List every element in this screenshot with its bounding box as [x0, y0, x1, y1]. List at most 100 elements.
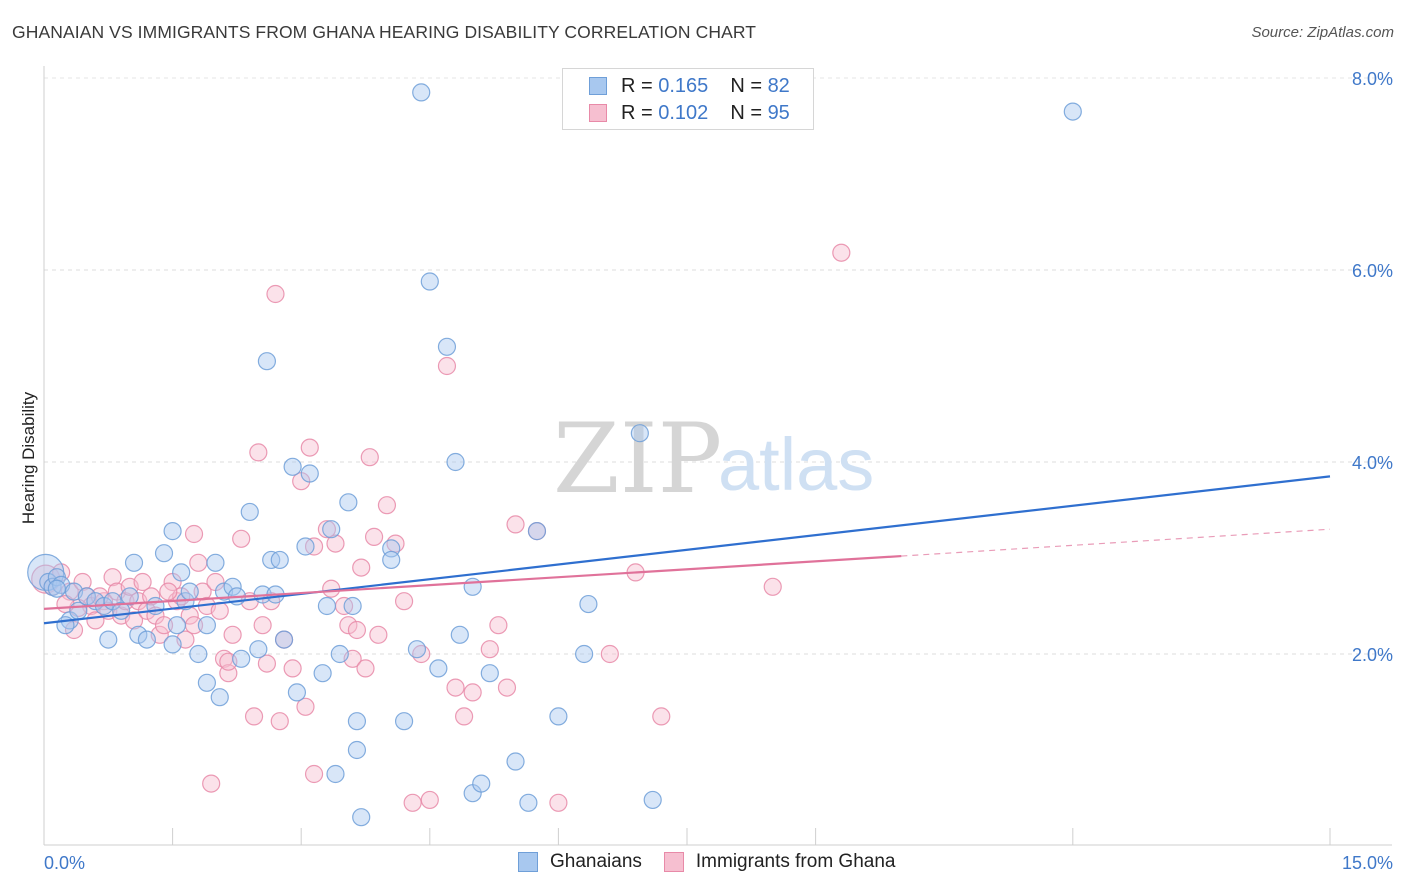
- ghanaian-point: [506, 752, 525, 771]
- ghanaian-point: [283, 457, 302, 476]
- ghanaian-point: [480, 664, 499, 683]
- series-legend-immigrants[interactable]: Immigrants from Ghana: [663, 851, 895, 873]
- immigrant-point: [356, 659, 375, 678]
- ghanaian-point: [47, 579, 66, 598]
- ghanaian-point: [240, 502, 259, 522]
- immigrant-point: [420, 790, 439, 810]
- immigrant-point: [489, 616, 508, 635]
- immigrant-point: [189, 553, 208, 572]
- ghanaian-point: [163, 522, 182, 541]
- ghanaian-point: [300, 464, 319, 483]
- immigrant-point: [249, 443, 268, 462]
- ghanaian-point: [270, 550, 289, 570]
- chart-source: Source: ZipAtlas.com: [1251, 24, 1394, 41]
- legend-r-label: R =: [621, 74, 659, 97]
- ghanaian-point: [129, 625, 148, 644]
- ghanaian-point: [167, 616, 186, 635]
- correlation-legend: R = 0.165 N = 82 R = 0.102 N = 95: [562, 68, 814, 130]
- ghanaian-point: [317, 596, 337, 616]
- immigrant-point: [446, 678, 465, 697]
- ghanaian-point: [420, 272, 439, 291]
- ghanaian-point: [274, 630, 294, 649]
- immigrant-point: [339, 616, 358, 635]
- immigrant-point: [480, 640, 499, 659]
- trend-lines: [43, 475, 1331, 625]
- immigrant-point: [154, 616, 174, 635]
- immigrant-point: [506, 515, 525, 534]
- legend-swatch-immigrants: [589, 104, 607, 122]
- ghanaian-point: [154, 544, 174, 563]
- ghanaian-point: [352, 808, 371, 827]
- immigrant-point: [300, 438, 319, 457]
- immigrant-point: [652, 707, 671, 726]
- legend-row-ghanaians: R = 0.165 N = 82: [589, 74, 790, 98]
- y-tick-label: 6.0%: [1352, 261, 1393, 281]
- series-swatch-ghanaians: [518, 852, 538, 872]
- ghanaian-point: [223, 577, 242, 596]
- legend-row-immigrants: R = 0.102 N = 95: [589, 101, 790, 125]
- ghanaian-point: [630, 424, 649, 443]
- ghanaian-point: [407, 640, 427, 659]
- immigrant-point: [326, 534, 345, 553]
- x-tick-label: 15.0%: [1342, 853, 1393, 873]
- ghanaian-point: [450, 625, 469, 644]
- watermark: ZIP atlas: [553, 403, 874, 515]
- immigrant-point: [600, 644, 619, 664]
- y-axis-label: Hearing Disability: [19, 391, 38, 524]
- immigrant-point: [352, 558, 371, 577]
- ghanaian-point: [180, 582, 199, 601]
- immigrant-point: [270, 712, 289, 731]
- legend-r-value: 0.165: [658, 74, 709, 97]
- ghanaian-point: [382, 550, 401, 570]
- y-tick-label: 4.0%: [1352, 453, 1393, 473]
- immigrant-point: [763, 577, 782, 596]
- immigrant-point: [184, 524, 204, 544]
- legend-swatch-ghanaians: [589, 77, 607, 95]
- ghanaian-point: [343, 596, 362, 616]
- ghanaian-point: [172, 563, 191, 582]
- ghanaian-point: [163, 635, 182, 654]
- immigrant-point: [202, 774, 221, 793]
- ghanaian-point: [472, 774, 491, 793]
- legend-n-value: 82: [767, 74, 790, 97]
- ghanaian-point: [206, 553, 225, 572]
- immigrant-point: [257, 654, 277, 673]
- axes: [43, 66, 1392, 846]
- immigrant-point: [223, 625, 242, 644]
- watermark-atlas: atlas: [718, 423, 874, 506]
- legend-n-label: N =: [730, 74, 768, 97]
- series-legend: Ghanaians Immigrants from Ghana: [518, 851, 917, 873]
- ghanaian-point: [210, 688, 229, 707]
- immigrant-point: [369, 625, 388, 644]
- immigrant-point: [549, 793, 568, 812]
- immigrant-point: [403, 793, 422, 812]
- immigrant-point: [232, 529, 251, 548]
- ghanaian-point: [463, 577, 482, 596]
- ghanaian-point: [549, 707, 568, 726]
- ghanaian-point: [326, 764, 345, 784]
- immigrant-point: [253, 616, 272, 635]
- immigrant-point: [497, 678, 517, 697]
- legend-n-label: N =: [730, 101, 768, 124]
- immigrant-point: [394, 592, 414, 611]
- ghanaian-point: [339, 493, 358, 512]
- immigrant-point: [347, 620, 367, 640]
- immigrant-point: [317, 520, 337, 539]
- immigrant-point: [360, 448, 379, 467]
- ghanaian-point: [313, 664, 332, 683]
- immigrants-trend-line: [43, 554, 902, 610]
- immigrant-point: [244, 707, 264, 726]
- ghanaian-point: [296, 537, 315, 556]
- ghanaians-trend-line: [43, 475, 1331, 625]
- ghanaian-point: [519, 793, 538, 812]
- series-swatch-immigrants: [663, 852, 684, 872]
- immigrant-point: [64, 620, 84, 640]
- series-legend-ghanaians[interactable]: Ghanaians: [518, 851, 642, 873]
- ghanaian-point: [322, 520, 341, 539]
- ghanaian-point: [527, 522, 547, 541]
- ghanaian-point: [1063, 102, 1082, 121]
- immigrant-point: [283, 659, 302, 678]
- ghanaian-point: [77, 587, 96, 606]
- immigrant-point: [142, 587, 161, 606]
